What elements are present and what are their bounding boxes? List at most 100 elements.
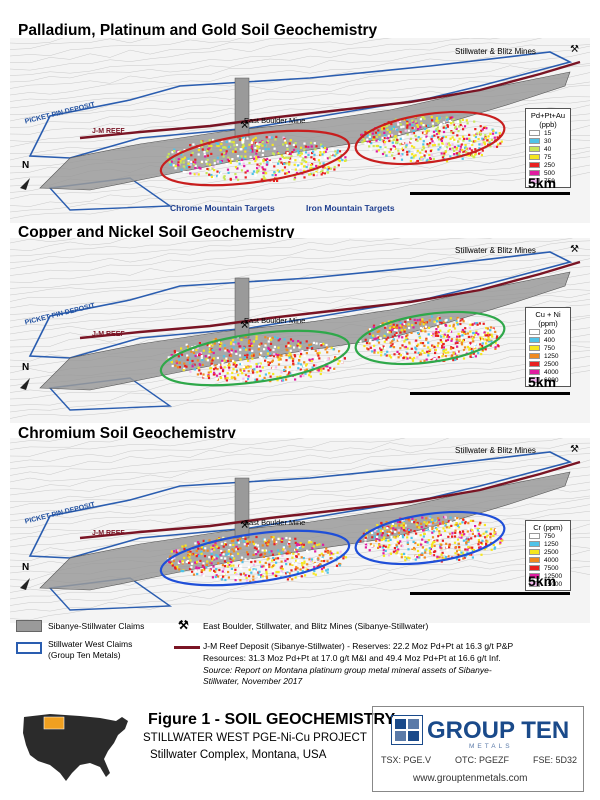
- sample-point: [310, 541, 313, 544]
- sample-point: [385, 521, 388, 524]
- sample-point: [463, 152, 466, 155]
- sample-point: [402, 125, 405, 128]
- sample-point: [436, 557, 439, 560]
- sample-point: [322, 543, 325, 546]
- sample-point: [399, 324, 402, 327]
- sample-point: [417, 554, 421, 557]
- sample-point: [244, 335, 247, 338]
- mine-icon: ⚒: [240, 120, 249, 131]
- sample-point: [460, 336, 463, 339]
- mines-label: Stillwater & Blitz Mines: [455, 446, 536, 455]
- sample-point: [406, 118, 409, 121]
- sample-point: [291, 556, 294, 559]
- sample-point: [247, 359, 250, 362]
- sample-point: [182, 158, 185, 161]
- sample-point: [395, 140, 398, 143]
- sample-point: [212, 138, 215, 142]
- sample-point: [440, 335, 443, 338]
- sample-point: [406, 539, 409, 542]
- sample-point: [454, 529, 457, 532]
- website-link[interactable]: www.grouptenmetals.com: [413, 773, 528, 784]
- legend-row: 500: [529, 169, 567, 177]
- sample-point: [451, 116, 454, 119]
- sample-point: [241, 561, 244, 564]
- sample-point: [452, 352, 455, 355]
- sample-point: [281, 568, 284, 571]
- sample-point: [444, 319, 447, 322]
- sample-point: [460, 536, 463, 539]
- contour-line: [10, 238, 252, 257]
- sample-point: [191, 570, 194, 573]
- sample-point: [273, 540, 276, 543]
- sample-point: [279, 358, 282, 361]
- sample-point: [243, 356, 247, 359]
- sample-point: [320, 148, 323, 152]
- sample-point: [465, 319, 468, 322]
- sample-point: [318, 168, 321, 171]
- sample-point: [434, 139, 437, 142]
- sample-point: [423, 127, 427, 131]
- sample-point: [487, 332, 490, 335]
- sample-point: [268, 361, 271, 364]
- sample-point: [480, 353, 483, 356]
- sample-point: [225, 150, 228, 153]
- sample-point: [426, 541, 429, 544]
- sample-point: [188, 361, 192, 364]
- sample-point: [403, 352, 406, 355]
- sample-point: [467, 527, 470, 530]
- sample-point: [320, 170, 323, 173]
- sample-point: [256, 170, 259, 173]
- sample-point: [423, 529, 426, 532]
- sample-point: [197, 366, 200, 369]
- sample-point: [370, 336, 373, 339]
- sample-point: [208, 177, 211, 180]
- sample-point: [377, 529, 380, 532]
- sample-point: [214, 364, 217, 367]
- sample-point: [287, 550, 290, 553]
- sample-point: [280, 560, 283, 563]
- sample-point: [200, 141, 203, 144]
- sample-point: [192, 573, 196, 576]
- sample-point: [280, 570, 283, 573]
- sample-point: [285, 348, 288, 351]
- sample-point: [387, 539, 390, 542]
- sample-point: [484, 137, 488, 140]
- sample-point: [427, 352, 430, 355]
- sample-point: [417, 332, 420, 335]
- sample-point: [182, 171, 185, 174]
- sample-point: [454, 358, 457, 361]
- sample-point: [397, 149, 400, 152]
- legend-row: 12500: [529, 572, 567, 580]
- sample-point: [374, 131, 378, 134]
- sample-point: [326, 171, 329, 174]
- sample-point: [252, 553, 255, 556]
- sample-point: [285, 536, 288, 540]
- sample-point: [342, 554, 345, 558]
- sample-point: [490, 333, 493, 336]
- sample-point: [409, 317, 412, 321]
- sample-point: [487, 337, 490, 340]
- sample-point: [221, 139, 224, 142]
- sample-point: [296, 149, 300, 152]
- sample-point: [445, 160, 449, 163]
- sample-point: [330, 557, 333, 560]
- sample-point: [317, 557, 320, 560]
- sample-point: [260, 178, 263, 181]
- sample-point: [246, 542, 250, 545]
- sample-point: [324, 348, 327, 351]
- sample-point: [218, 173, 221, 176]
- legend-value: 750: [544, 344, 555, 352]
- geochem-map: ⚒ ⚒: [10, 438, 590, 623]
- sample-point: [481, 344, 484, 347]
- sample-point: [408, 528, 411, 532]
- sample-point: [464, 131, 467, 134]
- map-svg: ⚒⚒: [10, 238, 590, 423]
- sample-point: [424, 551, 427, 554]
- sample-point: [373, 338, 376, 341]
- sample-point: [442, 335, 445, 338]
- sample-point: [458, 549, 461, 552]
- sample-point: [444, 135, 448, 139]
- sample-point: [314, 349, 317, 352]
- sample-point: [280, 538, 283, 541]
- sample-point: [425, 531, 428, 534]
